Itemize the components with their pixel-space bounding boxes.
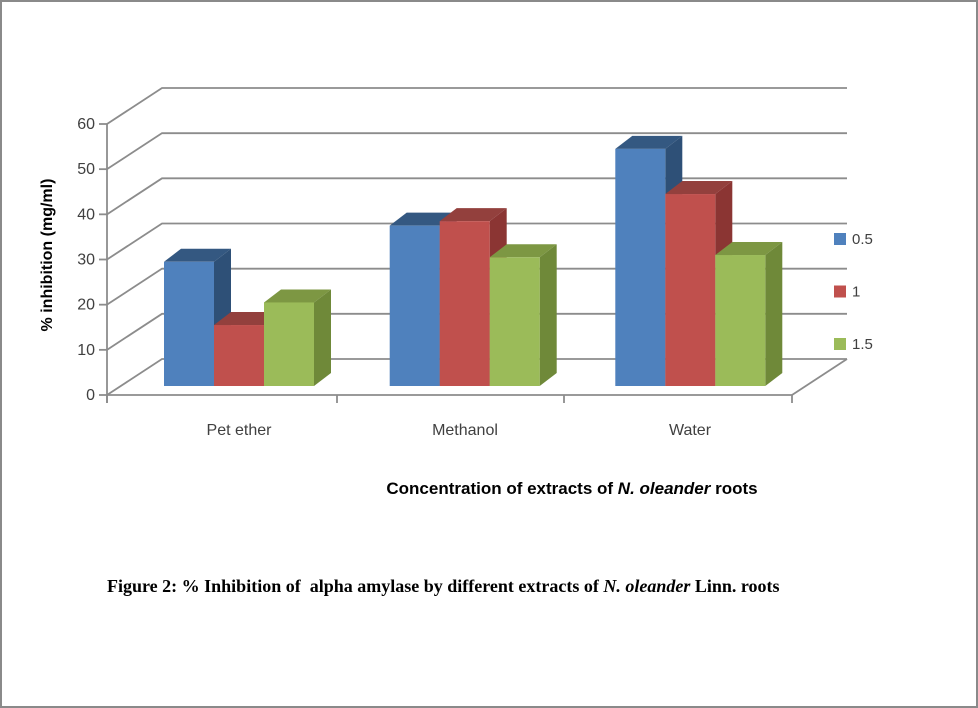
gridline (106, 87, 847, 125)
bar-side-face (539, 244, 557, 386)
x-axis-title-prefix: Concentration of extracts of (386, 479, 617, 498)
legend-swatch (834, 338, 846, 350)
bar-1.5-Pet ether (264, 289, 331, 386)
category-label-1: Methanol (432, 422, 498, 439)
bar-front-face (214, 325, 264, 386)
legend-item-1.5: 1.5 (834, 336, 873, 353)
gridlines (106, 87, 847, 396)
caption-species: N. oleander (603, 576, 691, 596)
figure-caption: Figure 2: % Inhibition of alpha amylase … (107, 576, 847, 597)
bar-side-face (765, 242, 783, 386)
y-tick-label: 60 (77, 116, 95, 133)
legend-label: 1.5 (852, 336, 873, 353)
y-axis-title: % inhibition (mg/ml) (39, 179, 56, 332)
bar-chart-3d: 0 10 20 30 40 50 60 Pet ether Methanol Water % i… (39, 87, 873, 498)
bar-top-face (439, 208, 507, 222)
legend-item-0.5: 0.5 (834, 231, 873, 248)
bar-top-face (615, 135, 683, 149)
y-tick-label: 50 (77, 161, 95, 178)
y-tick-label: 10 (77, 342, 95, 359)
bar-front-face (489, 257, 540, 386)
bar-top-face (264, 289, 331, 303)
caption-prefix: Figure 2: % Inhibition of alpha amylase … (107, 576, 604, 596)
floor-right-edge (791, 358, 848, 396)
legend-swatch (834, 285, 846, 298)
bar-front-face (715, 255, 766, 386)
x-axis-title: Concentration of extracts of N. oleander… (386, 479, 757, 498)
legend-swatch (834, 233, 846, 245)
caption-suffix: Linn. roots (690, 576, 780, 596)
y-tick-label: 40 (77, 206, 95, 223)
gridline (106, 132, 847, 170)
axes: 0 10 20 30 40 50 60 (77, 116, 848, 404)
y-tick-label: 0 (86, 387, 95, 404)
bar-1.5-Methanol (489, 244, 557, 386)
bar-1.5-Water (715, 242, 783, 386)
bar-front-face (615, 148, 666, 386)
bar-front-face (164, 261, 214, 386)
category-labels: Pet ether Methanol Water (207, 422, 712, 439)
bar-front-face (665, 194, 716, 386)
legend-label: 1 (852, 284, 860, 301)
category-label-0: Pet ether (207, 422, 273, 439)
bars (164, 135, 783, 386)
bar-top-face (715, 242, 783, 256)
x-axis-title-species: N. oleander (618, 479, 712, 498)
bar-front-face (264, 302, 314, 386)
bar-top-face (489, 244, 557, 258)
y-tick-label: 20 (77, 297, 95, 314)
legend-label: 0.5 (852, 231, 873, 248)
y-tick-label: 30 (77, 252, 95, 269)
legend-item-1: 1 (834, 284, 860, 301)
category-label-2: Water (669, 422, 712, 439)
bar-front-face (389, 225, 440, 386)
bar-top-face (665, 181, 733, 195)
x-axis-title-suffix: roots (710, 479, 757, 498)
bar-0.5-Pet ether (164, 248, 231, 386)
bar-side-face (314, 289, 331, 386)
bar-top-face (164, 248, 231, 262)
legend: 0.5 1 1.5 (834, 231, 873, 353)
bar-front-face (439, 221, 490, 386)
